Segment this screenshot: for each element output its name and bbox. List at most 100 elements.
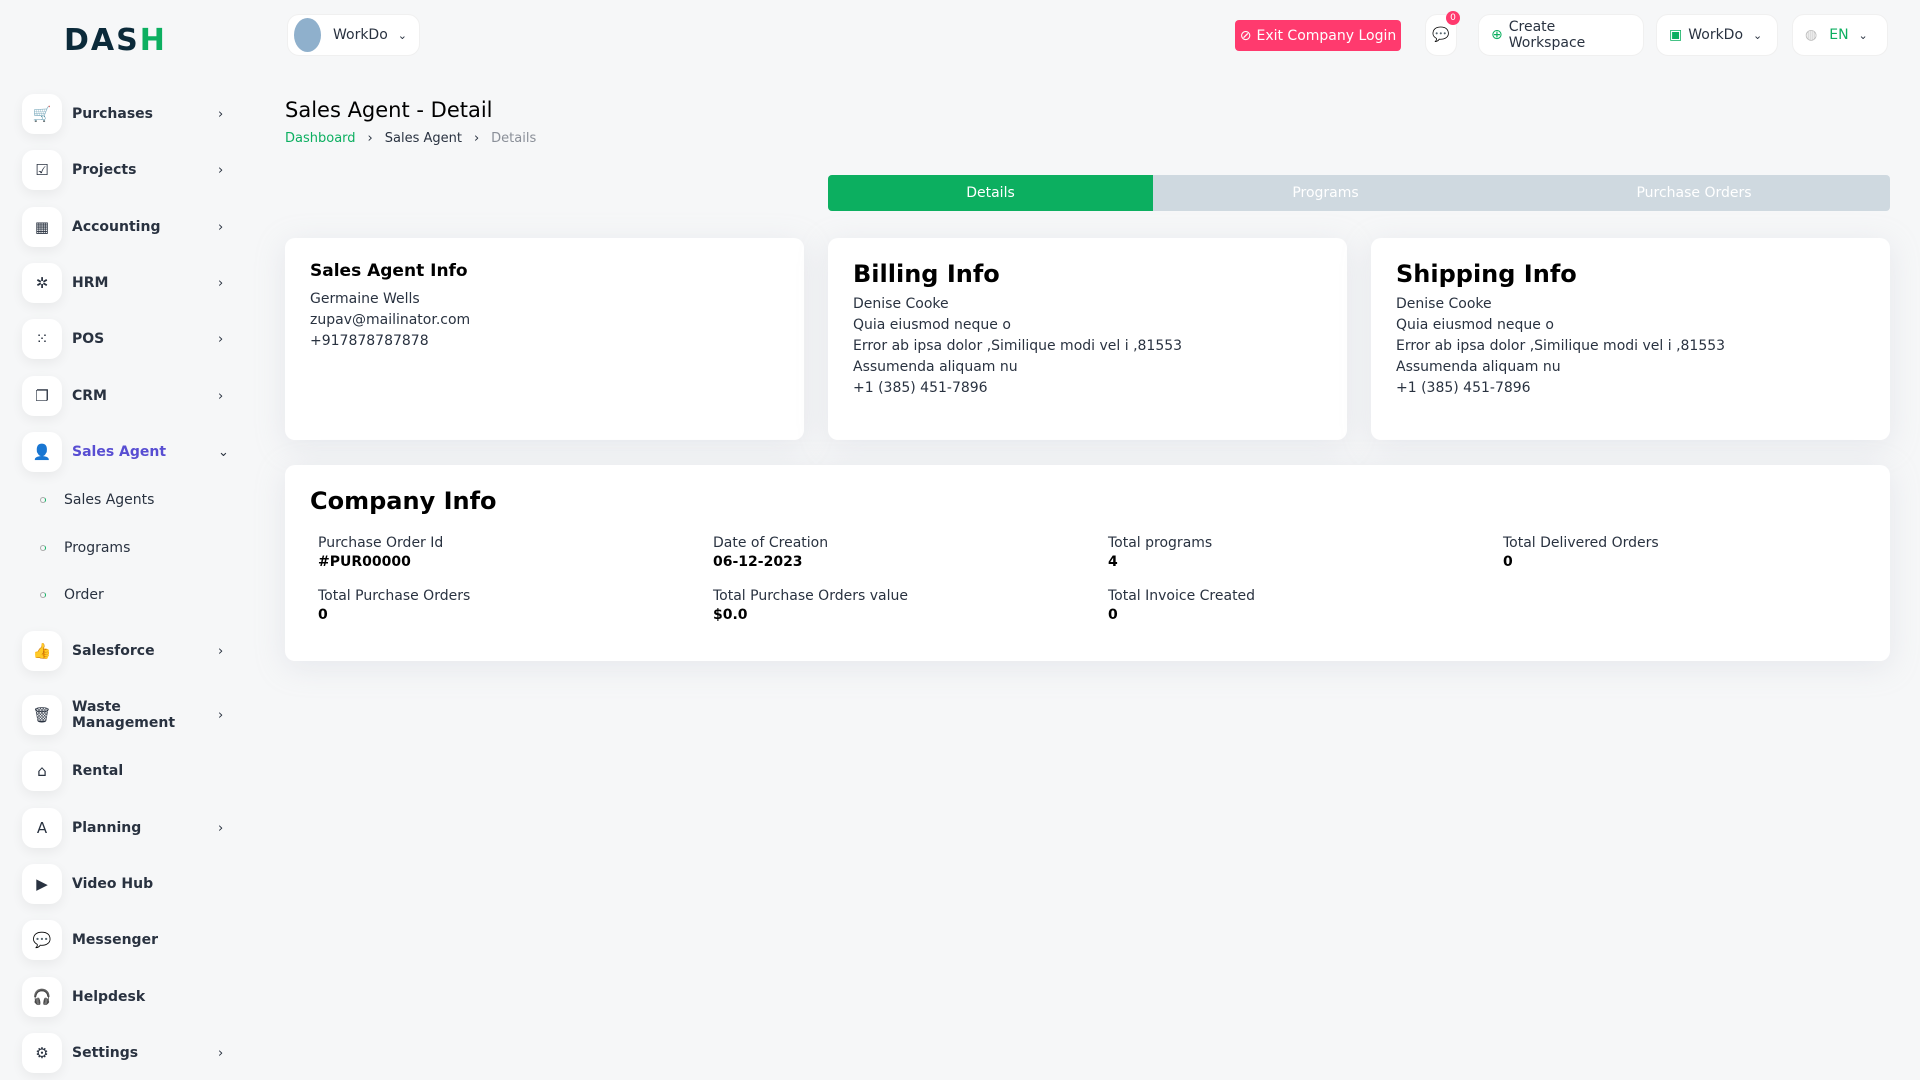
checkbox-icon: ☑: [22, 150, 62, 190]
sidebar-subitem[interactable]: Order: [40, 587, 104, 603]
user-check-icon: 👤: [22, 432, 62, 472]
field-label: Total Purchase Orders: [318, 588, 471, 604]
shipping-line: Quia eiusmod neque o: [1396, 317, 1554, 333]
sidebar-item-waste-management[interactable]: 🗑 Waste Management ›: [22, 695, 232, 735]
shipping-info-card: Shipping Info Denise Cooke Quia eiusmod n…: [1371, 238, 1890, 440]
sidebar-item-helpdesk[interactable]: 🎧 Helpdesk: [22, 977, 232, 1017]
sidebar-item-messenger[interactable]: 💬 Messenger: [22, 920, 232, 960]
shipping-line: Error ab ipsa dolor ,Similique modi vel …: [1396, 338, 1726, 354]
headset-icon: 🎧: [22, 977, 62, 1017]
planning-icon: A: [22, 808, 62, 848]
field-value: #PUR00000: [318, 554, 411, 570]
logo[interactable]: DAS H: [64, 22, 167, 58]
billing-line: Quia eiusmod neque o: [853, 317, 1011, 333]
tab-programs[interactable]: Programs: [1292, 185, 1359, 201]
shipping-line: Assumenda aliquam nu: [1396, 359, 1561, 375]
sidebar-item-label: Video Hub: [72, 876, 154, 892]
chevron-right-icon: ›: [218, 820, 224, 836]
sidebar-item-label: HRM: [72, 275, 109, 291]
chat-icon: 💬: [1432, 27, 1450, 43]
workspace-switcher[interactable]: ▣ WorkDo ⌄: [1656, 14, 1778, 56]
field-label: Purchase Order Id: [318, 535, 444, 551]
page-title: Sales Agent - Detail: [285, 98, 493, 122]
chevron-down-icon: ⌄: [397, 28, 407, 42]
sidebar-item-settings[interactable]: ⚙ Settings ›: [22, 1033, 232, 1073]
field-label: Date of Creation: [713, 535, 829, 551]
sidebar-subitem[interactable]: Programs: [40, 540, 130, 556]
field-value: 4: [1108, 554, 1118, 570]
home-icon: ⌂: [22, 751, 62, 791]
sidebar-item-sales-agent[interactable]: 👤 Sales Agent ⌄: [22, 432, 232, 472]
sidebar-item-label: CRM: [72, 388, 107, 404]
sidebar-item-label: Sales Agent: [72, 444, 167, 460]
breadcrumb-dashboard[interactable]: Dashboard: [285, 131, 356, 146]
agent-email: zupav@mailinator.com: [310, 312, 471, 328]
sidebar-item-purchases[interactable]: 🛒 Purchases ›: [22, 94, 232, 134]
sidebar-item-planning[interactable]: A Planning ›: [22, 808, 232, 848]
sidebar-item-hrm[interactable]: ✲ HRM ›: [22, 263, 232, 303]
video-icon: ▶: [22, 864, 62, 904]
breadcrumb: Dashboard › Sales Agent › Details: [285, 131, 536, 146]
apps-icon: ▣: [1669, 27, 1683, 43]
field-value: 0: [1503, 554, 1513, 570]
exit-label: Exit Company Login: [1256, 27, 1397, 44]
language-switcher[interactable]: ◍ EN ⌄: [1792, 14, 1888, 56]
chevron-right-icon: ›: [218, 388, 224, 404]
field-value: 06-12-2023: [713, 554, 803, 570]
billing-line: Error ab ipsa dolor ,Similique modi vel …: [853, 338, 1183, 354]
field-label: Total programs: [1108, 535, 1213, 551]
sidebar-item-salesforce[interactable]: 👍 Salesforce ›: [22, 631, 232, 671]
sidebar-item-crm[interactable]: ❐ CRM ›: [22, 376, 232, 416]
breadcrumb-details: Details: [491, 131, 537, 146]
exit-company-login-button[interactable]: ⊘ Exit Company Login: [1235, 20, 1401, 51]
chevron-right-icon: ›: [218, 707, 224, 723]
breadcrumb-sales-agent[interactable]: Sales Agent: [384, 131, 462, 146]
card-title: Billing Info: [853, 260, 1000, 288]
ban-icon: ⊘: [1239, 27, 1252, 44]
field-value: 0: [1108, 607, 1118, 623]
sidebar-item-projects[interactable]: ☑ Projects ›: [22, 150, 232, 190]
company-switcher[interactable]: WorkDo ⌄: [287, 14, 420, 56]
bullet-icon: [40, 592, 46, 598]
field-label: Total Purchase Orders value: [713, 588, 908, 604]
chevron-right-icon: ›: [218, 106, 224, 122]
billing-info-card: Billing Info Denise Cooke Quia eiusmod ne…: [828, 238, 1347, 440]
agent-name: Germaine Wells: [310, 291, 420, 307]
tab-purchase-orders[interactable]: Purchase Orders: [1636, 185, 1752, 201]
company-field: Purchase Order Id #PUR00000: [318, 535, 713, 570]
workspace-name: WorkDo: [1688, 27, 1744, 43]
sidebar-item-label: Settings: [72, 1045, 139, 1061]
sidebar-item-label: Projects: [72, 162, 137, 178]
create-workspace-button[interactable]: ⊕ Create Workspace: [1478, 14, 1644, 56]
grid-icon: ▦: [22, 207, 62, 247]
messages-button[interactable]: 💬 0: [1425, 11, 1460, 56]
messages-badge: 0: [1446, 11, 1460, 25]
sidebar-subitem-label: Sales Agents: [64, 492, 155, 508]
billing-line: Denise Cooke: [853, 296, 949, 312]
field-label: Total Invoice Created: [1108, 588, 1256, 604]
chevron-right-icon: ›: [218, 275, 224, 291]
chevron-right-icon: ›: [218, 219, 224, 235]
tab-details[interactable]: Details: [828, 175, 1153, 211]
sidebar-item-pos[interactable]: ⁙ POS ›: [22, 319, 232, 359]
field-label: Total Delivered Orders: [1503, 535, 1659, 551]
company-field: Total Invoice Created 0: [1108, 588, 1503, 623]
sidebar-item-label: Purchases: [72, 106, 154, 122]
company-avatar: [294, 18, 321, 52]
sidebar-item-label: Rental: [72, 763, 124, 779]
bullet-icon: [40, 497, 46, 503]
create-workspace-label: Create Workspace: [1508, 19, 1586, 51]
sidebar-item-video-hub[interactable]: ▶ Video Hub: [22, 864, 232, 904]
chevron-down-icon: ⌄: [1753, 28, 1763, 42]
breadcrumb-separator-icon: ›: [367, 131, 373, 146]
card-title: Company Info: [310, 487, 497, 515]
company-field: Total programs 4: [1108, 535, 1503, 570]
breadcrumb-separator-icon: ›: [473, 131, 480, 146]
sidebar-subitem-label: Order: [64, 587, 104, 603]
sidebar-item-label: POS: [72, 331, 105, 347]
sidebar-subitem[interactable]: Sales Agents: [40, 492, 154, 508]
sidebar-item-accounting[interactable]: ▦ Accounting ›: [22, 207, 232, 247]
sidebar-item-rental[interactable]: ⌂ Rental: [22, 751, 232, 791]
billing-line: +1 (385) 451-7896: [853, 380, 988, 396]
chevron-down-icon: ⌄: [1858, 28, 1868, 42]
